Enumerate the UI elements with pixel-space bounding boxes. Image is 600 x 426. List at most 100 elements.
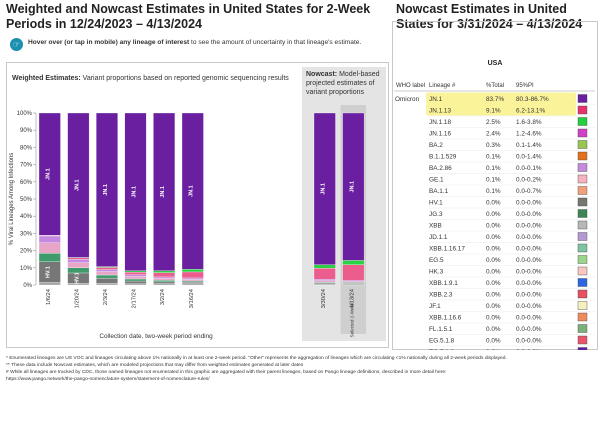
bar-segment bbox=[181, 271, 204, 279]
bar-segment bbox=[67, 112, 90, 258]
chart-frame bbox=[6, 62, 389, 348]
x-axis-title: Collection date, two-week period ending bbox=[99, 333, 213, 340]
bar-segment bbox=[313, 279, 336, 281]
lineage-color-swatch bbox=[577, 266, 588, 276]
bar-segment bbox=[153, 283, 176, 286]
lineage-color-swatch bbox=[577, 105, 588, 115]
footnote-4: https://www.pango.network/the-pango-nome… bbox=[6, 377, 210, 382]
region-label: USA bbox=[487, 60, 503, 67]
y-tick-label: 0% bbox=[23, 283, 32, 289]
lineage-color-swatch bbox=[577, 243, 588, 253]
lineage-color-swatch bbox=[577, 140, 588, 149]
lineage-total: 0.1% bbox=[486, 177, 501, 184]
bar-segment bbox=[96, 267, 118, 270]
lineage-color-swatch bbox=[577, 278, 588, 287]
bar-segment bbox=[181, 277, 204, 280]
lineage-pi: 0.0-0.0% bbox=[516, 303, 542, 310]
bar-segment bbox=[67, 262, 90, 268]
pointer-icon: ☞ bbox=[10, 38, 23, 51]
lineage-total: 9.1% bbox=[486, 108, 501, 115]
table-header-cell: Lineage # bbox=[429, 83, 456, 89]
nowcast-label-bold: Nowcast: bbox=[306, 71, 338, 78]
lineage-color-swatch bbox=[577, 94, 588, 103]
bar-segment bbox=[38, 282, 61, 286]
lineage-total: 0.1% bbox=[486, 188, 501, 195]
lineage-pi: 1.2-4.6% bbox=[516, 131, 542, 138]
lineage-pi: 0.0-0.1% bbox=[516, 165, 542, 172]
lineage-name: BA.1.1 bbox=[429, 188, 449, 195]
lineage-name: BA.2.86 bbox=[429, 165, 452, 172]
lineage-color-swatch bbox=[577, 117, 588, 126]
lineage-pi: 0.0-0.0% bbox=[516, 338, 542, 345]
x-tick-label: 3/16/24 bbox=[189, 288, 195, 308]
stacked-bar-chart: Selected 2-Week 0% 10% 20% 30% 40% 50% 60% 70% 80… bbox=[9, 105, 367, 338]
lineage-color-swatch bbox=[577, 128, 588, 138]
y-tick-label: 60% bbox=[20, 180, 33, 186]
x-tick-label: 1/6/24 bbox=[46, 288, 52, 305]
bar-segment bbox=[124, 280, 147, 284]
bar-segment bbox=[153, 272, 176, 278]
lineage-name: B.1.1.529 bbox=[429, 154, 457, 161]
lineage-pi: 0.0-0.0% bbox=[516, 211, 542, 218]
lineage-color-swatch bbox=[577, 232, 588, 241]
bar-segment bbox=[124, 274, 147, 277]
jn1-segment-label: JN.1 bbox=[103, 184, 109, 196]
highlighted-row-background bbox=[426, 92, 576, 104]
lineage-color-swatch bbox=[577, 347, 588, 350]
bar-segment bbox=[153, 280, 176, 283]
lineage-pi: 0.0-0.0% bbox=[516, 269, 542, 276]
lineage-pi: 80.3-86.7% bbox=[516, 96, 549, 103]
table-header-cell: WHO label bbox=[396, 83, 425, 89]
lineage-pi: 0.0-0.0% bbox=[516, 257, 542, 264]
lineage-color-swatch bbox=[577, 174, 588, 184]
jn1-segment-label: JN.1 bbox=[46, 168, 52, 180]
bar-segment bbox=[96, 274, 118, 279]
lineage-name: EG.5 bbox=[429, 257, 444, 264]
bar-segment bbox=[181, 279, 204, 282]
bar-segment bbox=[342, 112, 365, 261]
lineage-color-swatch bbox=[577, 163, 588, 172]
y-tick-label: 100% bbox=[17, 111, 33, 117]
selected-period-label: Selected 2-Week bbox=[349, 302, 354, 338]
bar-segment bbox=[181, 269, 204, 273]
bar-segment bbox=[96, 271, 118, 276]
lineage-total: 2.4% bbox=[486, 131, 501, 138]
jn1-segment-label: JN.1 bbox=[132, 186, 138, 198]
lineage-pi: 0.0-1.4% bbox=[516, 154, 542, 161]
x-tick-label: 3/30/24 bbox=[321, 288, 327, 308]
bar-segment bbox=[153, 270, 176, 273]
lineage-pi: 0.0-0.0% bbox=[516, 292, 542, 299]
lineage-pi: 0.0-0.0% bbox=[516, 223, 542, 230]
hint-bold: Hover over (or tap in mobile) any lineag… bbox=[28, 39, 190, 46]
lineage-total: 0.0% bbox=[486, 292, 501, 299]
lineage-total: 0.0% bbox=[486, 246, 501, 253]
lineage-pi: 0.0-0.2% bbox=[516, 177, 542, 184]
lineage-total: 0.0% bbox=[486, 349, 501, 350]
bar-segment bbox=[313, 264, 336, 269]
bar-segment bbox=[67, 259, 90, 263]
nowcast-table-panel bbox=[392, 21, 598, 350]
bar-segment bbox=[342, 264, 365, 281]
y-tick-label: 20% bbox=[20, 249, 33, 255]
y-tick-label: 40% bbox=[20, 214, 33, 220]
table-header-cell: %Total bbox=[486, 83, 504, 89]
bar-segment bbox=[181, 112, 204, 270]
bar-segment bbox=[342, 283, 365, 286]
y-tick-label: 80% bbox=[20, 145, 33, 151]
bar-segment bbox=[342, 281, 365, 283]
bar-segment bbox=[96, 283, 118, 286]
lineage-name: XBB.1.16.17 bbox=[429, 246, 465, 253]
lineage-total: 0.0% bbox=[486, 223, 501, 230]
y-tick-label: 90% bbox=[20, 128, 33, 134]
highlighted-row-background bbox=[426, 104, 576, 116]
bar-segment bbox=[342, 260, 365, 265]
bar-segment bbox=[38, 235, 61, 244]
hv1-segment-label: HV.1 bbox=[46, 266, 52, 278]
lineage-color-swatch bbox=[577, 209, 588, 218]
hint-rest: to see the amount of uncertainty in that… bbox=[189, 39, 362, 46]
lineage-name: XBB.1.9.1 bbox=[429, 280, 458, 287]
lineage-total: 0.0% bbox=[486, 303, 501, 310]
lineage-name: GE.1 bbox=[429, 177, 444, 184]
lineage-name: JG.3 bbox=[429, 211, 443, 218]
nowcast-table: WHO label Lineage # %Total 95%PI JN.1 83.7% 80… bbox=[394, 83, 595, 350]
